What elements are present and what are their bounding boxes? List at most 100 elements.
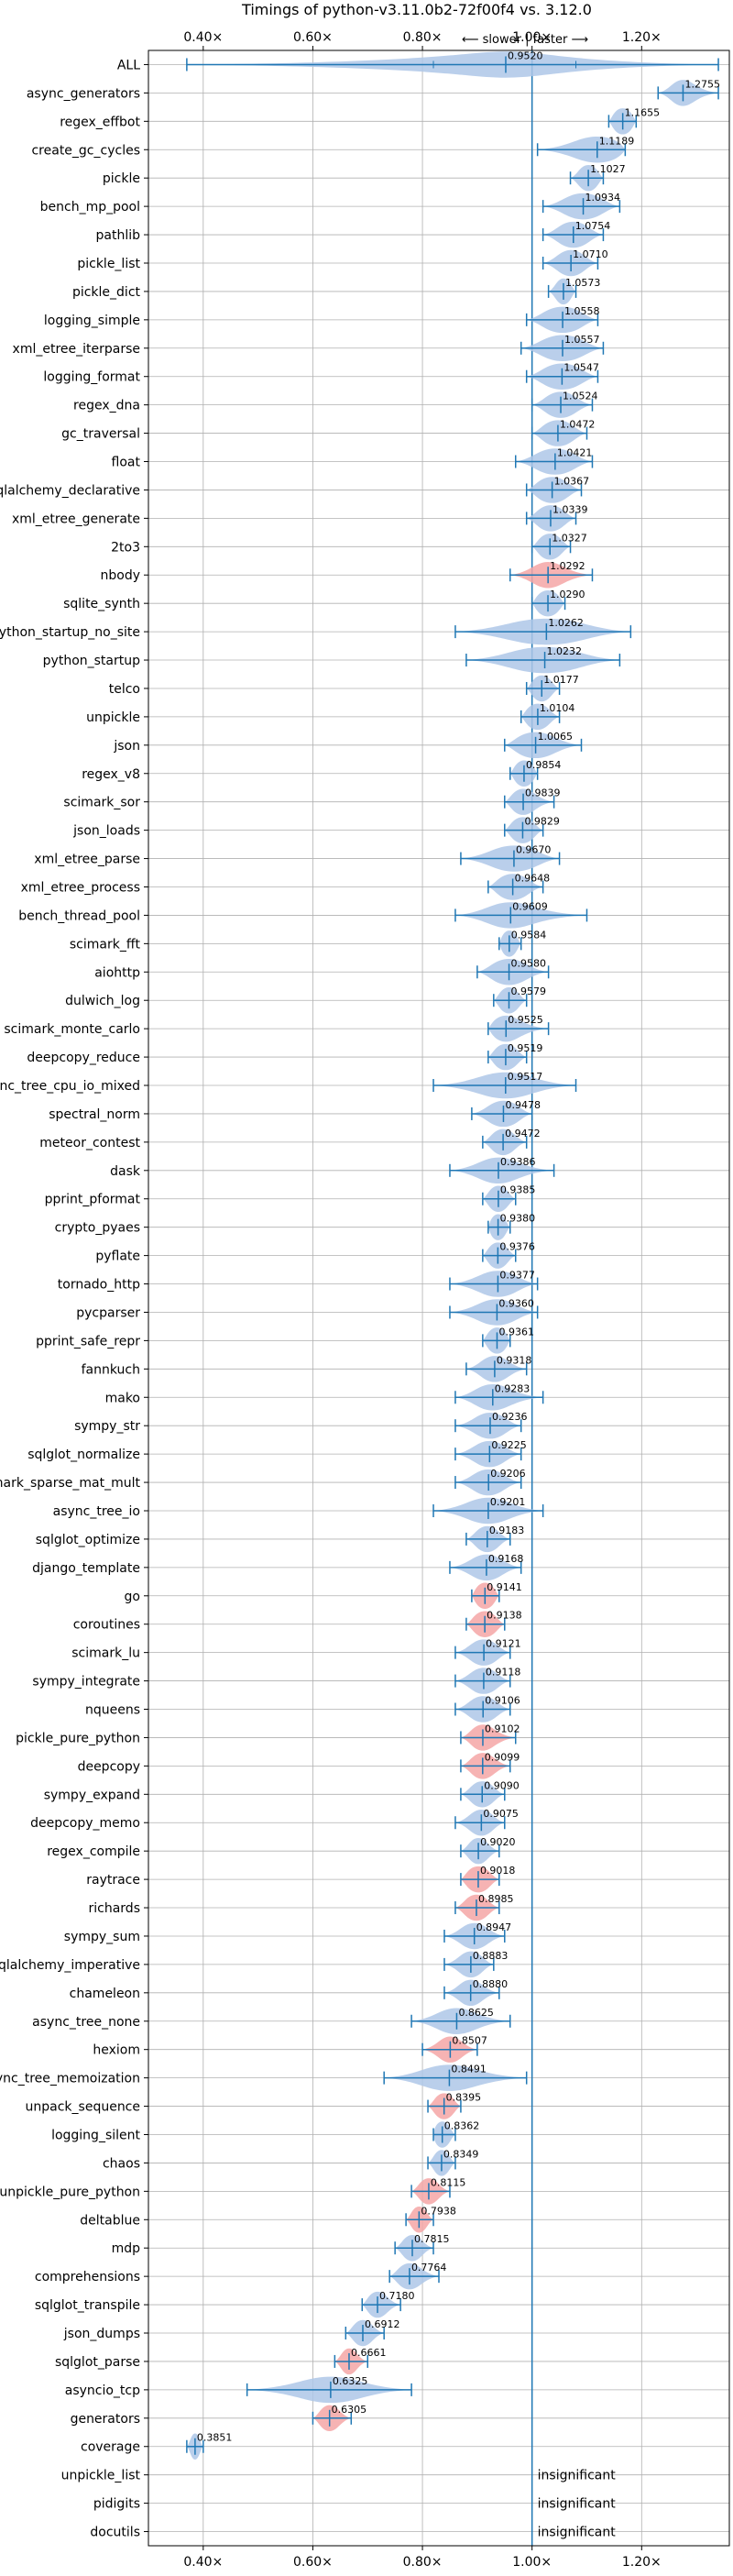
value-label: 0.8947: [476, 1921, 512, 1933]
value-label: 0.9517: [508, 1071, 543, 1083]
benchmark-name: bench_mp_pool: [40, 200, 140, 215]
value-label: 0.9106: [485, 1695, 520, 1707]
benchmark-name: pathlib: [96, 228, 141, 243]
benchmark-name: pyflate: [95, 1249, 140, 1264]
value-label: 0.8625: [458, 2007, 494, 2019]
benchmark-name: richards: [89, 1901, 141, 1916]
value-label: 0.9183: [489, 1525, 525, 1536]
chart-title: Timings of python-v3.11.0b2-72f00f4 vs. …: [241, 1, 592, 18]
value-label: 0.9138: [487, 1610, 522, 1622]
benchmark-name: scimark_sparse_mat_mult: [0, 1476, 141, 1491]
value-label: 1.0421: [557, 447, 593, 459]
value-label: 0.9579: [510, 985, 546, 997]
x-tick-label-top: 0.40×: [183, 30, 223, 45]
value-label: 1.0573: [565, 277, 601, 289]
benchmark-name: async_tree_memoization: [0, 2072, 140, 2086]
x-tick-label-bottom: 0.80×: [403, 2555, 443, 2570]
benchmark-name: pycparser: [76, 1305, 140, 1320]
benchmark-name: sympy_integrate: [32, 1675, 140, 1690]
value-label: 0.9670: [516, 844, 552, 856]
value-label: 1.0327: [552, 532, 587, 544]
benchmark-name: unpickle_pure_python: [0, 2185, 140, 2199]
benchmark-name: pickle_dict: [72, 285, 141, 300]
value-label: 0.9075: [483, 1808, 519, 1820]
value-label: 1.0710: [573, 248, 608, 260]
direction-label: ⟵ slower | faster ⟶: [462, 33, 588, 47]
benchmark-name: json: [113, 739, 140, 754]
value-label: 0.9236: [492, 1411, 528, 1423]
value-label: 0.9102: [485, 1723, 520, 1734]
benchmark-name: dask: [110, 1164, 141, 1179]
benchmark-name: python_startup: [43, 654, 140, 668]
value-label: 0.3851: [197, 2432, 233, 2444]
benchmark-name: deepcopy_memo: [30, 1816, 140, 1831]
x-tick-label-top: 1.20×: [622, 30, 662, 45]
x-tick-label-bottom: 1.00×: [512, 2555, 552, 2570]
value-label: 0.7764: [411, 2262, 447, 2273]
value-label: 0.9118: [486, 1667, 521, 1679]
value-label: 1.1027: [590, 163, 626, 175]
value-label: 1.0104: [540, 702, 575, 714]
value-label: 0.9478: [505, 1099, 541, 1111]
benchmark-name: bench_thread_pool: [18, 908, 140, 923]
value-label: 1.0292: [550, 560, 585, 572]
value-label: 0.9018: [480, 1865, 516, 1877]
x-tick-label-top: 0.80×: [403, 30, 443, 45]
benchmark-name: fannkuch: [82, 1362, 140, 1377]
value-label: 0.9318: [497, 1354, 532, 1366]
benchmark-name: meteor_contest: [39, 1136, 140, 1150]
benchmark-name: coverage: [81, 2440, 140, 2455]
value-label: 0.9584: [511, 929, 547, 941]
benchmark-name: unpack_sequence: [26, 2100, 140, 2115]
benchmark-name: xml_etree_parse: [34, 853, 140, 867]
value-label: 0.8115: [431, 2176, 466, 2188]
benchmark-name: scimark_monte_carlo: [4, 1022, 140, 1037]
value-label: 0.9201: [490, 1496, 526, 1508]
benchmark-name: sqlglot_normalize: [27, 1448, 140, 1462]
benchmark-name: json_dumps: [63, 2327, 140, 2341]
benchmark-name: mako: [105, 1391, 140, 1405]
value-label: 0.8395: [446, 2092, 482, 2104]
benchmark-name: comprehensions: [35, 2270, 140, 2284]
value-label: 1.0065: [538, 731, 574, 743]
value-label: 0.9206: [490, 1468, 526, 1480]
benchmark-name: spectral_norm: [49, 1107, 140, 1122]
value-label: 0.9839: [525, 787, 561, 799]
benchmark-name: unpickle_list: [61, 2469, 141, 2483]
value-label: 1.1189: [599, 135, 635, 147]
value-label: 0.9225: [491, 1439, 527, 1451]
benchmark-name: float: [112, 456, 141, 470]
value-label: 0.8985: [478, 1893, 514, 1905]
benchmark-name: pickle_pure_python: [16, 1731, 140, 1745]
violin-layer: [186, 51, 719, 2460]
x-tick-label-bottom: 0.40×: [183, 2555, 223, 2570]
benchmark-name: raytrace: [86, 1873, 140, 1888]
value-label: 0.9854: [526, 759, 562, 771]
benchmark-name: generators: [71, 2412, 140, 2427]
insignificant-label: insignificant: [538, 2497, 617, 2512]
value-label: 0.9648: [515, 872, 551, 884]
value-label: 0.7180: [379, 2290, 415, 2302]
benchmark-name: nbody: [101, 568, 141, 583]
value-label: 0.9090: [484, 1779, 520, 1791]
benchmark-name: deltablue: [80, 2213, 140, 2228]
value-label: 0.9386: [500, 1156, 536, 1168]
value-label: 0.7938: [421, 2205, 456, 2217]
benchmark-name: deepcopy: [78, 1759, 140, 1774]
value-label: 1.0290: [550, 589, 585, 600]
value-label: 0.9376: [499, 1241, 535, 1253]
benchmark-name: 2to3: [111, 540, 140, 555]
value-label: 0.9361: [498, 1326, 534, 1338]
benchmark-name: mdp: [112, 2241, 141, 2256]
benchmark-name: aiohttp: [94, 965, 140, 980]
x-tick-label-bottom: 0.60×: [293, 2555, 333, 2570]
value-label: 1.1655: [625, 106, 661, 118]
benchmark-name: django_template: [32, 1561, 140, 1576]
value-label: 0.6305: [332, 2404, 367, 2416]
benchmark-name: sqlglot_parse: [55, 2355, 140, 2370]
tick-layer: 0.40× 0.40× 0.60× 0.60× 0.80× 0.80× 1.00× 1.00×…: [0, 30, 662, 2570]
value-label: 0.7815: [414, 2233, 450, 2245]
benchmark-name: chaos: [103, 2156, 140, 2171]
benchmark-name: pickle_list: [77, 257, 140, 271]
value-label: 0.9168: [488, 1553, 524, 1565]
